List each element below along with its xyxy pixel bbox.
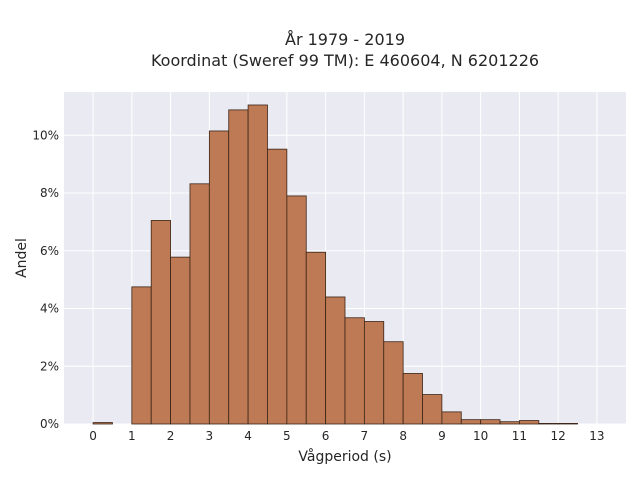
x-tick-label: 11: [512, 429, 527, 443]
y-axis-label: Andel: [14, 238, 30, 278]
histogram-bar: [538, 423, 559, 425]
histogram-bar: [267, 148, 288, 425]
histogram-bar: [286, 195, 307, 425]
x-tick-label: 12: [551, 429, 566, 443]
histogram-bar: [228, 109, 249, 425]
histogram-bar: [499, 421, 520, 425]
y-tick-label: 6%: [40, 244, 59, 258]
x-tick-label: 0: [89, 429, 97, 443]
x-tick-label: 10: [473, 429, 488, 443]
histogram-bar: [247, 104, 268, 425]
histogram-bar: [383, 341, 404, 425]
x-tick-label: 9: [438, 429, 446, 443]
x-tick-label: 2: [167, 429, 175, 443]
y-tick-label: 0%: [40, 417, 59, 431]
histogram-bar: [402, 373, 423, 425]
x-axis-label: Vågperiod (s): [298, 448, 391, 465]
x-tick-label: 5: [283, 429, 291, 443]
histogram-bar: [441, 411, 462, 425]
histogram-bar: [519, 420, 540, 425]
histogram-bar: [422, 394, 443, 425]
y-tick-label: 2%: [40, 359, 59, 373]
x-tick-labels: 0 1 2 3 4 5 6 7 8 9 10 11 12 13: [89, 429, 604, 443]
histogram-bar: [305, 251, 327, 425]
histogram-bar: [170, 256, 191, 425]
histogram-bar: [208, 130, 230, 425]
chart-title-line1: År 1979 - 2019: [285, 30, 405, 49]
x-tick-label: 7: [361, 429, 369, 443]
y-tick-labels: 0% 2% 4% 6% 8% 10%: [32, 128, 59, 431]
histogram-bar: [460, 419, 482, 425]
histogram-bar: [325, 296, 346, 425]
y-tick-label: 8%: [40, 186, 59, 200]
chart-title-line2: Koordinat (Sweref 99 TM): E 460604, N 62…: [151, 51, 539, 70]
histogram-bar: [131, 286, 152, 425]
bars-group: [92, 104, 578, 425]
histogram-bar: [150, 220, 171, 425]
y-tick-label: 10%: [32, 128, 59, 142]
x-tick-label: 8: [399, 429, 407, 443]
x-tick-label: 13: [589, 429, 604, 443]
x-tick-label: 3: [206, 429, 214, 443]
histogram-bar: [92, 422, 113, 425]
x-tick-label: 4: [244, 429, 252, 443]
x-tick-label: 6: [322, 429, 330, 443]
histogram-bar: [189, 183, 210, 425]
histogram-bar: [480, 419, 501, 425]
x-tick-label: 1: [128, 429, 136, 443]
y-tick-label: 4%: [40, 302, 59, 316]
histogram-bar: [344, 317, 365, 425]
histogram-bar: [557, 423, 578, 425]
histogram-bar: [363, 321, 385, 425]
